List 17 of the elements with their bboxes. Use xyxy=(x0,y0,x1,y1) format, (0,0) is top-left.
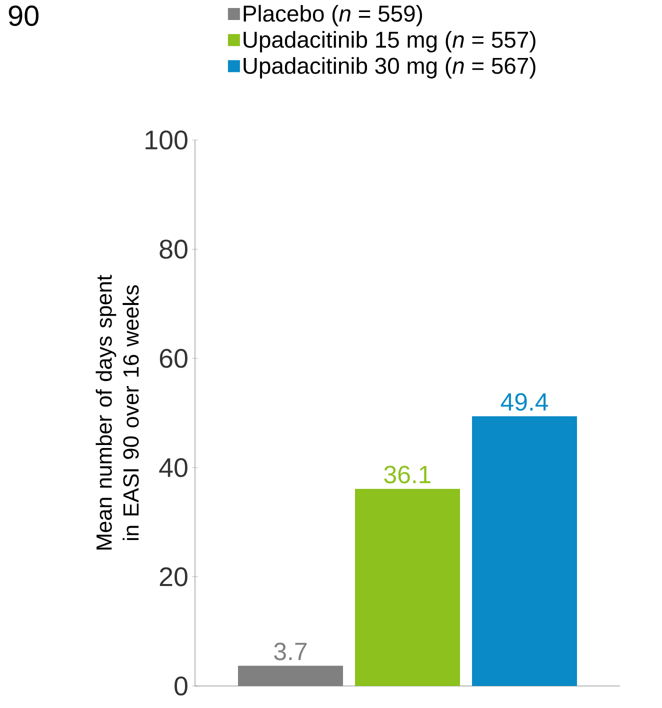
bar xyxy=(355,488,460,686)
y-tick-label: 100 xyxy=(146,130,188,150)
y-tick-label: 40 xyxy=(159,458,188,478)
y-axis-title: Mean number of days spent in EASI 90 over 16 weeks xyxy=(96,274,139,550)
bar xyxy=(238,666,344,686)
legend-label: Upadacitinib 15 mg (n = 557) xyxy=(244,31,536,52)
data-label: 49.4 xyxy=(500,393,548,411)
data-label: 36.1 xyxy=(384,466,431,484)
legend-label: Placebo (n = 559) xyxy=(244,4,422,26)
bar xyxy=(472,416,578,686)
y-tick-label: 60 xyxy=(160,348,188,368)
y-tick-label: 80 xyxy=(160,240,188,259)
chart-title: 90 xyxy=(8,6,39,26)
data-label: 3.7 xyxy=(274,642,307,660)
legend-label: Upadacitinib 30 mg (n = 567) xyxy=(244,57,536,78)
y-tick-label: 20 xyxy=(160,567,188,586)
y-tick-label: 0 xyxy=(174,676,188,696)
